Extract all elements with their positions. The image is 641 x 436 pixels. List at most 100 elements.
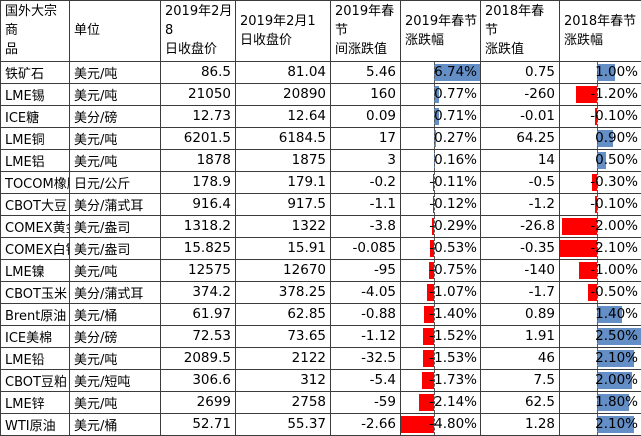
cell-change-2018-cny[interactable]: -140 [481,259,560,281]
cell-pct-2018-cny[interactable]: -1.00% [560,259,641,281]
cell-unit[interactable]: 美元/吨 [70,259,161,281]
cell-commodity[interactable]: LME铅 [1,347,70,369]
cell-unit[interactable]: 美元/盎司 [70,215,161,237]
cell-change-2019-cny[interactable]: 3 [331,149,401,171]
cell-pct-2018-cny[interactable]: 1.00% [560,61,641,83]
cell-change-2019-cny[interactable]: -95 [331,259,401,281]
cell-close-2019-02-08[interactable]: 1318.2 [161,215,236,237]
cell-change-2018-cny[interactable]: 62.5 [481,391,560,413]
cell-close-2019-02-08[interactable]: 2699 [161,391,236,413]
column-header-pct-2018-cny[interactable]: 2018年春节 涨跌幅 [560,1,641,62]
cell-close-2019-02-08[interactable]: 15.825 [161,237,236,259]
cell-close-2019-02-08[interactable]: 72.53 [161,325,236,347]
cell-change-2018-cny[interactable]: 64.25 [481,127,560,149]
cell-change-2019-cny[interactable]: -5.4 [331,369,401,391]
cell-pct-2019-cny[interactable]: -1.73% [401,369,481,391]
cell-pct-2018-cny[interactable]: 2.10% [560,347,641,369]
cell-change-2018-cny[interactable]: -260 [481,83,560,105]
cell-unit[interactable]: 美元/吨 [70,83,161,105]
cell-close-2019-02-08[interactable]: 86.5 [161,61,236,83]
cell-pct-2019-cny[interactable]: -1.53% [401,347,481,369]
cell-pct-2019-cny[interactable]: -4.80% [401,413,481,435]
cell-change-2018-cny[interactable]: 0.75 [481,61,560,83]
cell-change-2018-cny[interactable]: 46 [481,347,560,369]
cell-change-2018-cny[interactable]: 7.5 [481,369,560,391]
cell-close-2019-02-08[interactable]: 52.71 [161,413,236,435]
cell-close-2019-02-08[interactable]: 374.2 [161,281,236,303]
cell-pct-2019-cny[interactable]: -0.11% [401,171,481,193]
cell-pct-2018-cny[interactable]: -0.10% [560,193,641,215]
cell-close-2019-02-08[interactable]: 12.73 [161,105,236,127]
cell-change-2018-cny[interactable]: 1.91 [481,325,560,347]
cell-commodity[interactable]: LME铜 [1,127,70,149]
cell-change-2019-cny[interactable]: -0.2 [331,171,401,193]
cell-pct-2018-cny[interactable]: 2.10% [560,413,641,435]
cell-pct-2018-cny[interactable]: -0.30% [560,171,641,193]
cell-commodity[interactable]: Brent原油 [1,303,70,325]
cell-change-2019-cny[interactable]: 17 [331,127,401,149]
cell-pct-2019-cny[interactable]: 0.71% [401,105,481,127]
cell-change-2018-cny[interactable]: 0.89 [481,303,560,325]
cell-commodity[interactable]: CBOT大豆 [1,193,70,215]
cell-close-2019-02-01[interactable]: 62.85 [236,303,331,325]
cell-pct-2018-cny[interactable]: 0.90% [560,127,641,149]
cell-pct-2018-cny[interactable]: 0.50% [560,149,641,171]
cell-change-2019-cny[interactable]: 160 [331,83,401,105]
cell-close-2019-02-01[interactable]: 179.1 [236,171,331,193]
cell-pct-2019-cny[interactable]: -0.29% [401,215,481,237]
column-header-unit[interactable]: 单位 [70,1,161,62]
cell-change-2019-cny[interactable]: -2.66 [331,413,401,435]
cell-unit[interactable]: 美元/短吨 [70,369,161,391]
cell-close-2019-02-08[interactable]: 306.6 [161,369,236,391]
cell-unit[interactable]: 美元/盎司 [70,237,161,259]
cell-commodity[interactable]: CBOT玉米 [1,281,70,303]
cell-commodity[interactable]: COMEX黄金 [1,215,70,237]
cell-change-2019-cny[interactable]: 5.46 [331,61,401,83]
cell-commodity[interactable]: ICE糖 [1,105,70,127]
column-header-change-2018-cny[interactable]: 2018年春节 涨跌值 [481,1,560,62]
cell-close-2019-02-08[interactable]: 21050 [161,83,236,105]
cell-close-2019-02-01[interactable]: 1322 [236,215,331,237]
cell-unit[interactable]: 美分/磅 [70,325,161,347]
cell-close-2019-02-08[interactable]: 1878 [161,149,236,171]
cell-close-2019-02-01[interactable]: 1875 [236,149,331,171]
cell-unit[interactable]: 美元/吨 [70,127,161,149]
cell-pct-2018-cny[interactable]: 2.00% [560,369,641,391]
cell-close-2019-02-01[interactable]: 81.04 [236,61,331,83]
cell-commodity[interactable]: TOCOM橡胶 [1,171,70,193]
cell-close-2019-02-01[interactable]: 20890 [236,83,331,105]
cell-close-2019-02-08[interactable]: 178.9 [161,171,236,193]
cell-unit[interactable]: 美分/蒲式耳 [70,281,161,303]
cell-commodity[interactable]: LME锡 [1,83,70,105]
cell-close-2019-02-08[interactable]: 6201.5 [161,127,236,149]
cell-change-2019-cny[interactable]: -1.1 [331,193,401,215]
cell-change-2018-cny[interactable]: -1.2 [481,193,560,215]
cell-commodity[interactable]: COMEX白银 [1,237,70,259]
column-header-pct-2019-cny[interactable]: 2019年春节 涨跌幅 [401,1,481,62]
cell-pct-2018-cny[interactable]: -2.10% [560,237,641,259]
cell-change-2019-cny[interactable]: -3.8 [331,215,401,237]
cell-change-2018-cny[interactable]: -0.5 [481,171,560,193]
cell-close-2019-02-08[interactable]: 12575 [161,259,236,281]
cell-commodity[interactable]: LME铝 [1,149,70,171]
cell-close-2019-02-01[interactable]: 2758 [236,391,331,413]
cell-change-2019-cny[interactable]: -4.05 [331,281,401,303]
cell-change-2019-cny[interactable]: -0.085 [331,237,401,259]
column-header-close-2019-02-01[interactable]: 2019年2月1 日收盘价 [236,1,331,62]
cell-unit[interactable]: 美元/桶 [70,413,161,435]
cell-pct-2019-cny[interactable]: -1.07% [401,281,481,303]
cell-close-2019-02-01[interactable]: 15.91 [236,237,331,259]
cell-unit[interactable]: 美元/吨 [70,149,161,171]
cell-pct-2019-cny[interactable]: 0.27% [401,127,481,149]
column-header-change-2019-cny[interactable]: 2019年春节 间涨跌值 [331,1,401,62]
cell-close-2019-02-01[interactable]: 2122 [236,347,331,369]
cell-commodity[interactable]: 铁矿石 [1,61,70,83]
cell-pct-2018-cny[interactable]: 2.50% [560,325,641,347]
column-header-commodity[interactable]: 国外大宗商 品 [1,1,70,62]
cell-change-2018-cny[interactable]: -0.01 [481,105,560,127]
cell-change-2018-cny[interactable]: -1.7 [481,281,560,303]
cell-pct-2019-cny[interactable]: 0.16% [401,149,481,171]
cell-close-2019-02-01[interactable]: 73.65 [236,325,331,347]
cell-unit[interactable]: 美元/吨 [70,347,161,369]
cell-pct-2018-cny[interactable]: 1.40% [560,303,641,325]
